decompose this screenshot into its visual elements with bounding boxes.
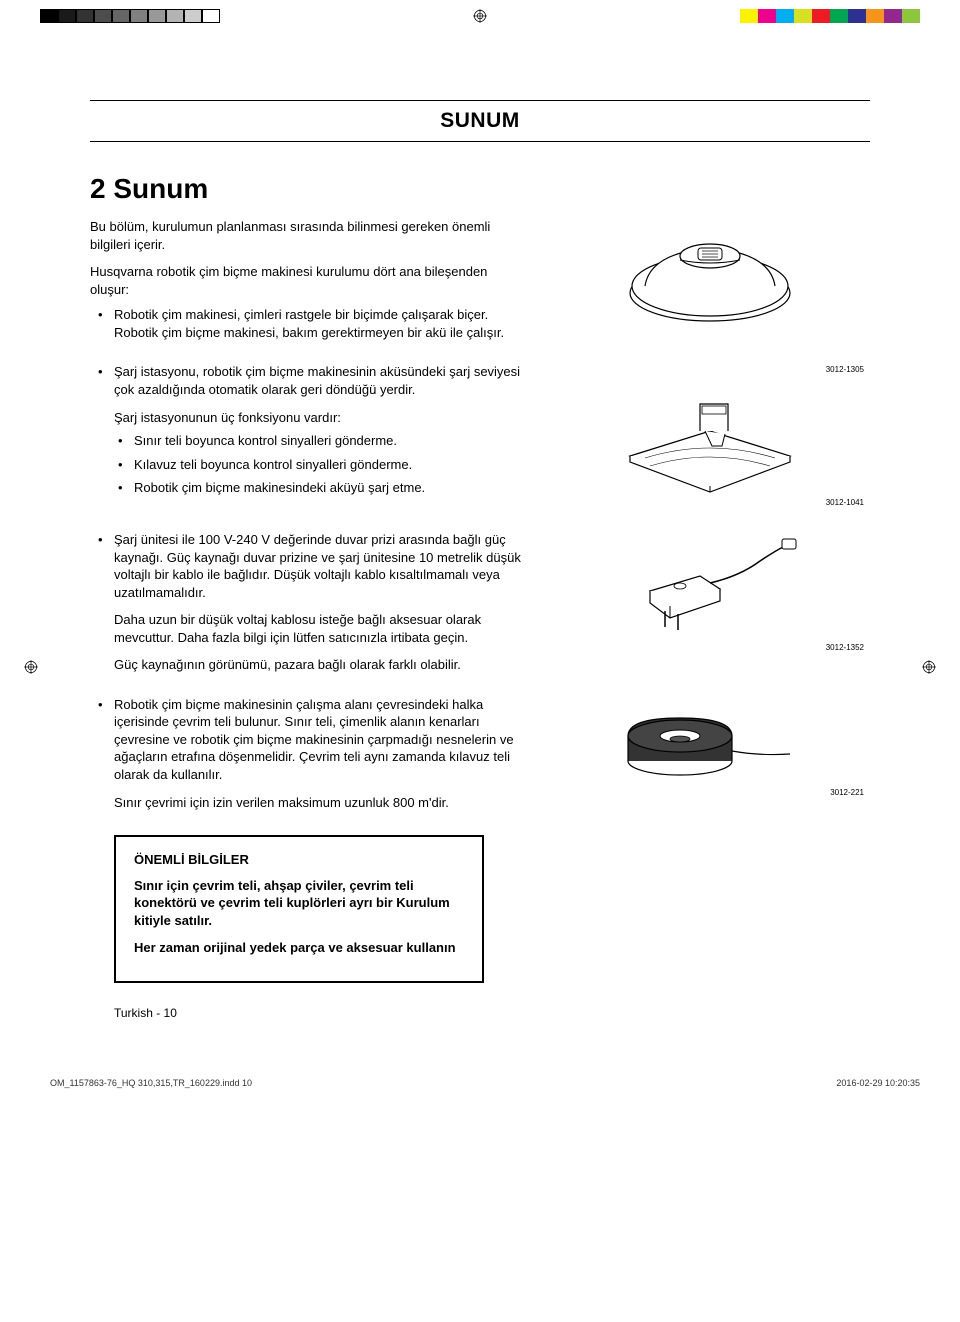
bullet-text: Robotik çim biçme makinesinin çalışma al… — [114, 697, 514, 782]
figure-power-supply — [610, 531, 810, 641]
figure-wire-spool — [610, 696, 810, 786]
registration-mark-icon — [922, 660, 936, 674]
infobox-text: Her zaman orijinal yedek parça ve aksesu… — [134, 939, 464, 957]
chapter-title: 2 Sunum — [90, 170, 870, 208]
important-info-box: ÖNEMLİ BİLGİLER Sınır için çevrim teli, … — [114, 835, 484, 983]
figure-code: 3012-1041 — [826, 498, 864, 509]
sub-intro-text: Husqvarna robotik çim biçme makinesi kur… — [90, 263, 521, 298]
intro-text: Bu bölüm, kurulumun planlanması sırasınd… — [90, 218, 521, 253]
registration-mark-icon — [473, 9, 487, 23]
nested-item: Kılavuz teli boyunca kontrol sinyalleri … — [134, 456, 521, 474]
bw-swatch-strip — [40, 9, 220, 23]
page-content: SUNUM 2 Sunum Bu bölüm, kurulumun planla… — [0, 30, 960, 1051]
paragraph: Sınır çevrimi için izin verilen maksimum… — [114, 794, 521, 812]
paragraph: Daha uzun bir düşük voltaj kablosu isteğ… — [114, 611, 521, 646]
indd-footer: OM_1157863-76_HQ 310,315,TR_160229.indd … — [0, 1071, 960, 1099]
bullet-item: Şarj ünitesi ile 100 V-240 V değerinde d… — [114, 531, 521, 601]
nested-intro: Şarj istasyonunun üç fonksiyonu vardır: — [114, 409, 521, 427]
section-header: SUNUM — [90, 100, 870, 142]
page-number: Turkish - 10 — [90, 1005, 870, 1021]
bullet-item: Şarj istasyonu, robotik çim biçme makine… — [114, 363, 521, 398]
infobox-title: ÖNEMLİ BİLGİLER — [134, 851, 464, 869]
infobox-text: Sınır için çevrim teli, ahşap çiviler, ç… — [134, 877, 464, 930]
bullet-item: Robotik çim makinesi, çimleri rastgele b… — [114, 306, 521, 341]
figure-charging-station — [610, 386, 810, 496]
paragraph: Güç kaynağının görünümü, pazara bağlı ol… — [114, 656, 521, 674]
figure-mower — [610, 218, 810, 328]
figure-code: 3012-221 — [830, 788, 864, 799]
color-swatch-strip — [740, 9, 920, 23]
figure-code: 3012-1352 — [826, 643, 864, 654]
print-marks-top — [0, 0, 960, 30]
figure-code: 3012-1305 — [826, 365, 864, 376]
bullet-item: Robotik çim biçme makinesinin çalışma al… — [114, 696, 521, 784]
indd-filename: OM_1157863-76_HQ 310,315,TR_160229.indd … — [50, 1077, 252, 1089]
indd-timestamp: 2016-02-29 10:20:35 — [836, 1077, 920, 1089]
bullet-text: Şarj ünitesi ile 100 V-240 V değerinde d… — [114, 532, 521, 600]
nested-item: Sınır teli boyunca kontrol sinyalleri gö… — [134, 432, 521, 450]
nested-item: Robotik çim biçme makinesindeki aküyü şa… — [134, 479, 521, 497]
registration-mark-icon — [24, 660, 38, 674]
